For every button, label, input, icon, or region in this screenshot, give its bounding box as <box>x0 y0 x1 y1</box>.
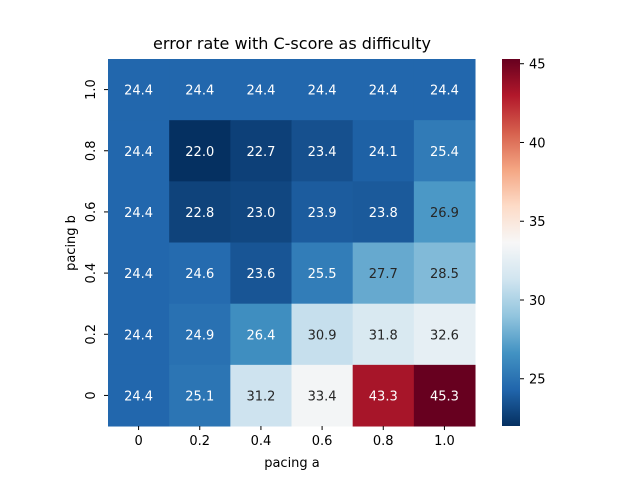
heatmap-cell <box>230 59 293 121</box>
colorbar-tick-label: 35 <box>529 215 546 230</box>
cell-value-label: 23.9 <box>308 206 337 221</box>
cell-value-label: 25.5 <box>308 267 337 282</box>
colorbar-tick-label: 30 <box>529 294 546 309</box>
cell-value-label: 24.4 <box>124 328 153 343</box>
cell-value-label: 24.4 <box>124 84 153 99</box>
heatmap-cell <box>169 59 231 121</box>
x-tick-label: 0.2 <box>189 434 210 449</box>
cell-value-label: 24.4 <box>124 145 153 160</box>
y-axis-ticks: 1.0 0.8 0.6 0.4 0.2 0 <box>84 79 108 400</box>
heatmap-cell <box>413 120 476 182</box>
x-axis-label: pacing a <box>264 456 320 471</box>
heatmap-cell <box>291 181 354 244</box>
cell-value-label: 24.4 <box>124 267 153 282</box>
cell-value-label: 25.1 <box>185 389 214 404</box>
heatmap-cell <box>108 242 170 305</box>
x-tick-label: 0 <box>134 434 142 449</box>
colorbar-ticks: 25 30 35 40 45 <box>520 58 546 388</box>
heatmap-cell <box>291 364 354 427</box>
cell-value-label: 23.0 <box>246 206 275 221</box>
heatmap-cell <box>230 242 293 305</box>
cell-value-label: 24.4 <box>369 84 398 99</box>
heatmap-cell <box>169 242 231 305</box>
cell-value-label: 24.4 <box>246 84 275 99</box>
heatmap-cell <box>169 120 231 182</box>
colorbar-tick-label: 25 <box>529 373 546 388</box>
cell-value-label: 22.7 <box>246 145 275 160</box>
cell-value-label: 23.6 <box>246 267 275 282</box>
x-tick-label: 0.6 <box>312 434 333 449</box>
cell-value-label: 27.7 <box>369 267 398 282</box>
heatmap-cell <box>413 242 476 305</box>
cell-value-label: 43.3 <box>369 389 398 404</box>
cell-value-label: 31.8 <box>369 328 398 343</box>
heatmap-cell <box>413 303 476 366</box>
heatmap-cell <box>230 181 293 244</box>
y-tick-label: 0.4 <box>84 263 99 284</box>
heatmap-cell <box>413 59 476 121</box>
heatmap-cell <box>352 242 415 305</box>
heatmap-cell <box>108 120 170 182</box>
heatmap-cell <box>352 59 415 121</box>
cell-value-label: 24.6 <box>185 267 214 282</box>
colorbar-tick-label: 45 <box>529 58 546 73</box>
heatmap-cell <box>230 120 293 182</box>
cell-value-label: 23.4 <box>308 145 337 160</box>
heatmap-cell <box>352 120 415 182</box>
y-axis-label: pacing b <box>64 215 79 271</box>
cell-value-label: 30.9 <box>308 328 337 343</box>
heatmap-cell <box>291 242 354 305</box>
heatmap-cell <box>291 303 354 366</box>
heatmap-cell <box>291 59 354 121</box>
heatmap-cell <box>352 364 415 427</box>
cell-value-label: 24.4 <box>124 389 153 404</box>
x-tick-label: 0.8 <box>373 434 394 449</box>
x-tick-label: 0.4 <box>251 434 272 449</box>
cell-value-label: 23.8 <box>369 206 398 221</box>
heatmap-cell <box>108 181 170 244</box>
cell-value-label: 24.4 <box>430 84 459 99</box>
cell-value-label: 28.5 <box>430 267 459 282</box>
cell-value-label: 31.2 <box>246 389 275 404</box>
cell-value-label: 24.4 <box>124 206 153 221</box>
cell-value-label: 24.4 <box>308 84 337 99</box>
y-tick-label: 0.6 <box>84 202 99 223</box>
heatmap-cell-labels: 24.4 24.4 24.4 24.4 24.4 24.4 24.4 22.0 22.7 23.4… <box>124 84 459 405</box>
cell-value-label: 25.4 <box>430 145 459 160</box>
heatmap-cell <box>230 364 293 427</box>
y-tick-label: 1.0 <box>84 79 99 100</box>
heatmap-cell <box>230 303 293 366</box>
x-axis-ticks: 0 0.2 0.4 0.6 0.8 1.0 <box>134 426 455 449</box>
y-tick-label: 0.8 <box>84 140 99 161</box>
heatmap-cell <box>169 181 231 244</box>
cell-value-label: 32.6 <box>430 328 459 343</box>
colorbar <box>502 59 520 426</box>
chart-title: error rate with C-score as difficulty <box>153 34 431 53</box>
cell-value-label: 33.4 <box>308 389 337 404</box>
heatmap-cell <box>413 181 476 244</box>
cell-value-label: 26.9 <box>430 206 459 221</box>
cell-value-label: 24.1 <box>369 145 398 160</box>
heatmap-cell <box>108 364 170 427</box>
cell-value-label: 45.3 <box>430 389 459 404</box>
cell-value-label: 24.9 <box>185 328 214 343</box>
x-tick-label: 1.0 <box>434 434 455 449</box>
cell-value-label: 24.4 <box>185 84 214 99</box>
heatmap-cell <box>413 364 476 427</box>
cell-value-label: 22.8 <box>185 206 214 221</box>
heatmap-cell <box>352 303 415 366</box>
heatmap-cell <box>291 120 354 182</box>
y-tick-label: 0.2 <box>84 324 99 345</box>
y-tick-label: 0 <box>84 391 99 399</box>
heatmap-cell <box>352 181 415 244</box>
heatmap-cell <box>169 364 231 427</box>
colorbar-tick-label: 40 <box>529 136 546 151</box>
heatmap-cell <box>108 303 170 366</box>
cell-value-label: 26.4 <box>246 328 275 343</box>
cell-value-label: 22.0 <box>185 145 214 160</box>
heatmap-cell <box>108 59 170 121</box>
heatmap-cell <box>169 303 231 366</box>
heatmap-cells <box>108 59 476 427</box>
